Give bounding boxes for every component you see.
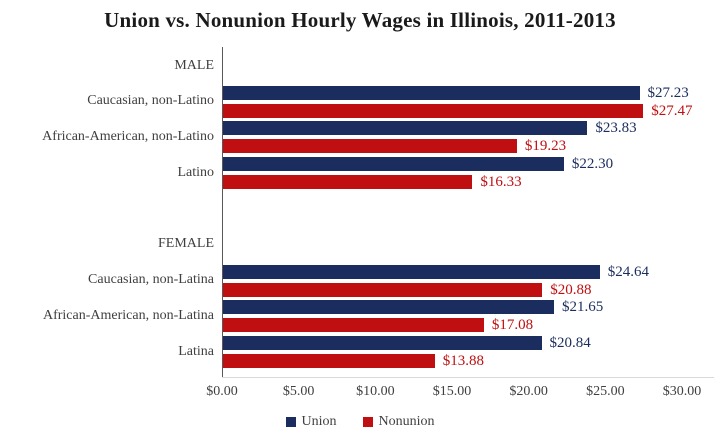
- x-tick-label: $5.00: [282, 384, 315, 399]
- union-value-label: $27.23: [647, 84, 689, 101]
- x-tick-label: $25.00: [586, 384, 625, 399]
- union-bar: [222, 300, 554, 315]
- union-bar-line: $27.23: [222, 84, 720, 101]
- union-bar: [222, 336, 542, 351]
- legend-label: Nonunion: [378, 414, 435, 429]
- union-bar-line: $22.30: [222, 156, 720, 173]
- union-bar-line: $24.64: [222, 263, 720, 280]
- section-header-row: FEMALE: [0, 227, 720, 263]
- category-label: Caucasian, non-Latina: [88, 272, 214, 288]
- nonunion-bar-line: $16.33: [222, 174, 720, 191]
- bars-container: $21.65 $17.08: [222, 298, 720, 334]
- category-label: African-American, non-Latina: [42, 307, 214, 323]
- x-tick-label: $0.00: [206, 384, 238, 399]
- nonunion-value-label: $13.88: [442, 353, 485, 370]
- plot-area: MALE Caucasian, non-Latino $27.23 $27.47 Afr…: [0, 48, 720, 370]
- legend-label: Union: [301, 414, 337, 429]
- nonunion-bar-line: $13.88: [222, 353, 720, 370]
- nonunion-value-label: $16.33: [480, 174, 522, 191]
- category-row: African-American, non-Latina $21.65 $17.08: [0, 298, 720, 334]
- union-bar-line: $20.84: [222, 335, 720, 352]
- y-axis-line: [222, 47, 223, 377]
- x-axis-baseline: [222, 377, 714, 378]
- union-bar: [222, 157, 564, 172]
- bars-container: [222, 48, 720, 84]
- category-label: African-American, non-Latino: [42, 129, 214, 145]
- legend-swatch-icon: [362, 417, 373, 427]
- nonunion-bar-line: $19.23: [222, 138, 720, 155]
- nonunion-value-label: $17.08: [491, 317, 534, 334]
- union-value-label: $24.64: [607, 263, 650, 280]
- section-header-row: MALE: [0, 48, 720, 84]
- union-value-label: $20.84: [549, 335, 591, 352]
- bars-container: $24.64 $20.88: [222, 263, 720, 299]
- nonunion-value-label: $19.23: [524, 138, 567, 155]
- nonunion-value-label: $20.88: [550, 281, 592, 298]
- bars-container: $22.30 $16.33: [222, 155, 720, 191]
- category-label: Caucasian, non-Latino: [87, 93, 214, 109]
- x-tick-label: $15.00: [432, 384, 472, 399]
- nonunion-bar-line: $27.47: [222, 102, 720, 119]
- legend: Union Nonunion: [0, 414, 720, 430]
- category-label: Latino: [177, 164, 214, 180]
- spacer-row: [0, 191, 720, 227]
- nonunion-value-label: $27.47: [651, 102, 693, 119]
- section-header-label: MALE: [174, 57, 214, 73]
- category-row: Caucasian, non-Latina $24.64 $20.88: [0, 263, 720, 299]
- bars-container: [222, 227, 720, 263]
- bars-container: $23.83 $19.23: [222, 120, 720, 156]
- legend-item-nonunion: Nonunion: [362, 414, 435, 430]
- nonunion-bar: [222, 318, 484, 333]
- category-row: African-American, non-Latino $23.83 $19.23: [0, 120, 720, 156]
- category-row: Caucasian, non-Latino $27.23 $27.47: [0, 84, 720, 120]
- bars-container: [222, 191, 720, 227]
- union-value-label: $23.83: [595, 120, 637, 137]
- bars-container: $27.23 $27.47: [222, 84, 720, 120]
- nonunion-bar: [222, 139, 517, 154]
- nonunion-bar: [222, 354, 435, 369]
- union-value-label: $21.65: [562, 299, 604, 316]
- section-header-label: FEMALE: [158, 236, 214, 252]
- x-tick-label: $20.00: [509, 384, 548, 399]
- union-bar-line: $23.83: [222, 120, 720, 137]
- category-label: Latina: [178, 343, 214, 359]
- nonunion-bar: [222, 175, 473, 190]
- x-axis-ticks: $0.00 $5.00 $10.00 $15.00 $20.00 $25.00 $30.00: [206, 384, 701, 402]
- x-tick-label: $30.00: [662, 384, 702, 399]
- nonunion-bar-line: $20.88: [222, 281, 720, 298]
- union-bar-line: $21.65: [222, 299, 720, 316]
- nonunion-bar-line: $17.08: [222, 317, 720, 334]
- legend-item-union: Union: [285, 414, 337, 430]
- chart-title: Union vs. Nonunion Hourly Wages in Illin…: [104, 8, 616, 32]
- category-row: Latina $20.84 $13.88: [0, 334, 720, 370]
- category-row: Latino $22.30 $16.33: [0, 155, 720, 191]
- legend-swatch-icon: [285, 417, 296, 427]
- nonunion-bar: [222, 103, 644, 118]
- nonunion-bar: [222, 282, 543, 297]
- union-bar: [222, 121, 588, 136]
- x-tick-label: $10.00: [356, 384, 395, 399]
- union-bar: [222, 264, 600, 279]
- union-bar: [222, 85, 640, 100]
- bars-container: $20.84 $13.88: [222, 334, 720, 370]
- union-value-label: $22.30: [571, 156, 614, 173]
